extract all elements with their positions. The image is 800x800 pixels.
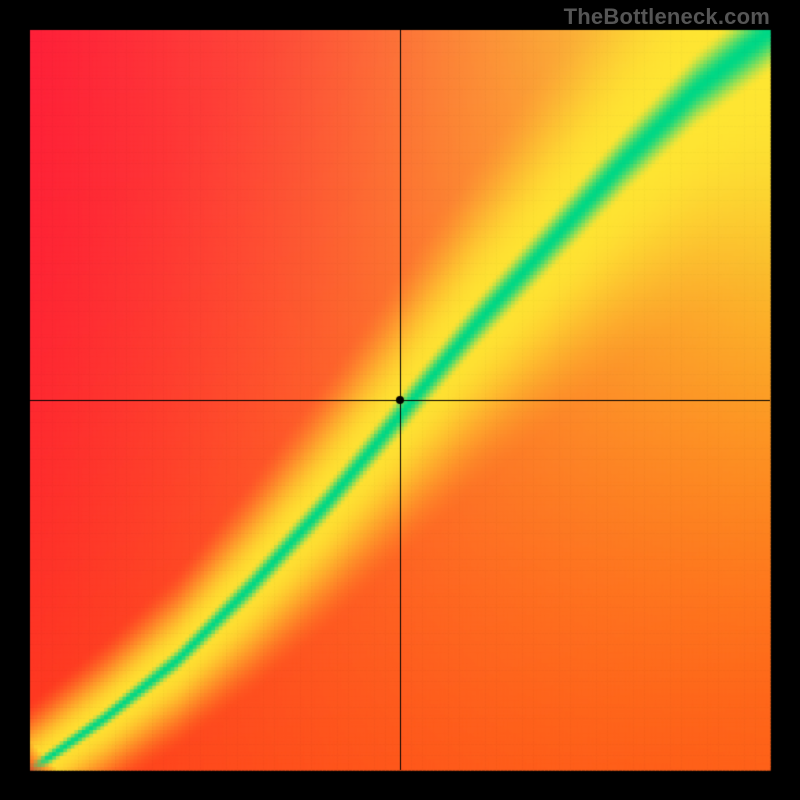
bottleneck-heatmap (0, 0, 800, 800)
watermark-text: TheBottleneck.com (564, 4, 770, 30)
